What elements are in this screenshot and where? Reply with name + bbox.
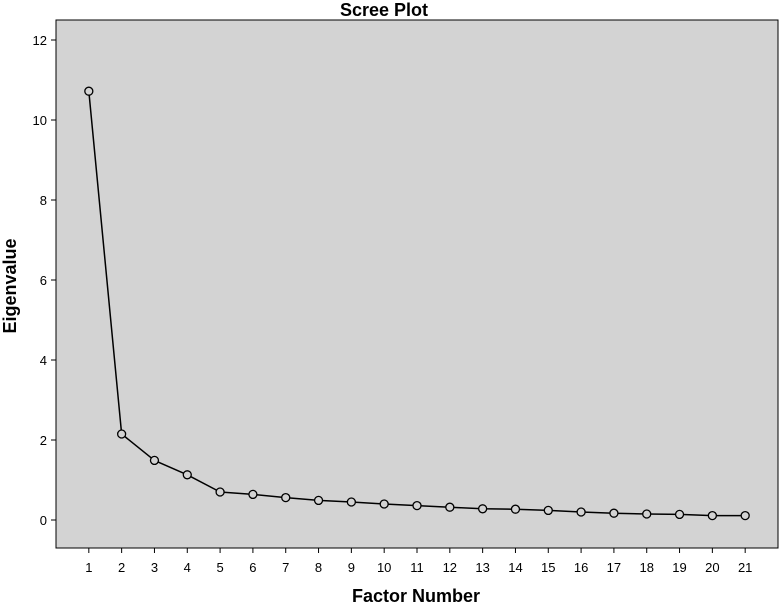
x-tick-label: 3 (151, 560, 158, 575)
y-axis-title: Eigenvalue (0, 238, 20, 333)
data-point (412, 500, 422, 511)
data-point (609, 508, 619, 518)
x-tick-label: 10 (377, 560, 391, 575)
data-point (477, 504, 488, 514)
x-tick-label: 6 (249, 560, 256, 575)
data-point (642, 509, 652, 519)
y-axis: 0 2 4 6 8 10 12 (33, 33, 56, 528)
y-tick-label: 4 (40, 353, 47, 368)
x-axis-title: Factor Number (352, 586, 480, 604)
data-point (543, 505, 553, 516)
data-point (346, 497, 357, 507)
data-point (116, 429, 127, 439)
data-point (182, 470, 192, 480)
data-point (248, 489, 258, 500)
data-point (84, 86, 94, 96)
x-tick-label: 21 (738, 560, 752, 575)
chart-title: Scree Plot (340, 0, 428, 20)
x-tick-label: 2 (118, 560, 125, 575)
x-tick-label: 8 (315, 560, 322, 575)
y-tick-label: 0 (40, 513, 47, 528)
x-axis: 1 2 3 4 5 6 7 8 9 10 11 12 13 14 15 16 17 18 19 20 21 (85, 548, 752, 575)
data-point (576, 507, 586, 517)
data-point (674, 509, 685, 520)
y-tick-label: 12 (33, 33, 47, 48)
x-tick-label: 15 (541, 560, 555, 575)
data-point (313, 495, 324, 506)
data-point (149, 455, 160, 466)
data-point (379, 499, 389, 509)
x-tick-label: 11 (410, 560, 424, 575)
y-tick-label: 8 (40, 193, 47, 208)
data-point (740, 510, 750, 521)
x-tick-label: 13 (475, 560, 489, 575)
x-tick-label: 16 (574, 560, 588, 575)
x-tick-label: 4 (184, 560, 191, 575)
data-point (707, 510, 718, 521)
x-tick-label: 14 (508, 560, 522, 575)
x-tick-label: 20 (705, 560, 719, 575)
data-point (215, 487, 225, 497)
x-tick-label: 18 (639, 560, 653, 575)
x-tick-label: 12 (443, 560, 457, 575)
x-tick-label: 17 (607, 560, 621, 575)
x-tick-label: 7 (282, 560, 289, 575)
data-point (510, 504, 521, 514)
plot-area (55, 19, 779, 549)
data-point (281, 492, 291, 503)
x-tick-label: 5 (216, 560, 223, 575)
x-tick-label: 1 (85, 560, 92, 575)
x-tick-label: 19 (672, 560, 686, 575)
data-point (445, 502, 455, 512)
y-tick-label: 6 (40, 273, 47, 288)
series-layer (84, 86, 750, 521)
y-tick-label: 2 (40, 433, 47, 448)
y-tick-label: 10 (33, 113, 47, 128)
x-tick-label: 9 (348, 560, 355, 575)
